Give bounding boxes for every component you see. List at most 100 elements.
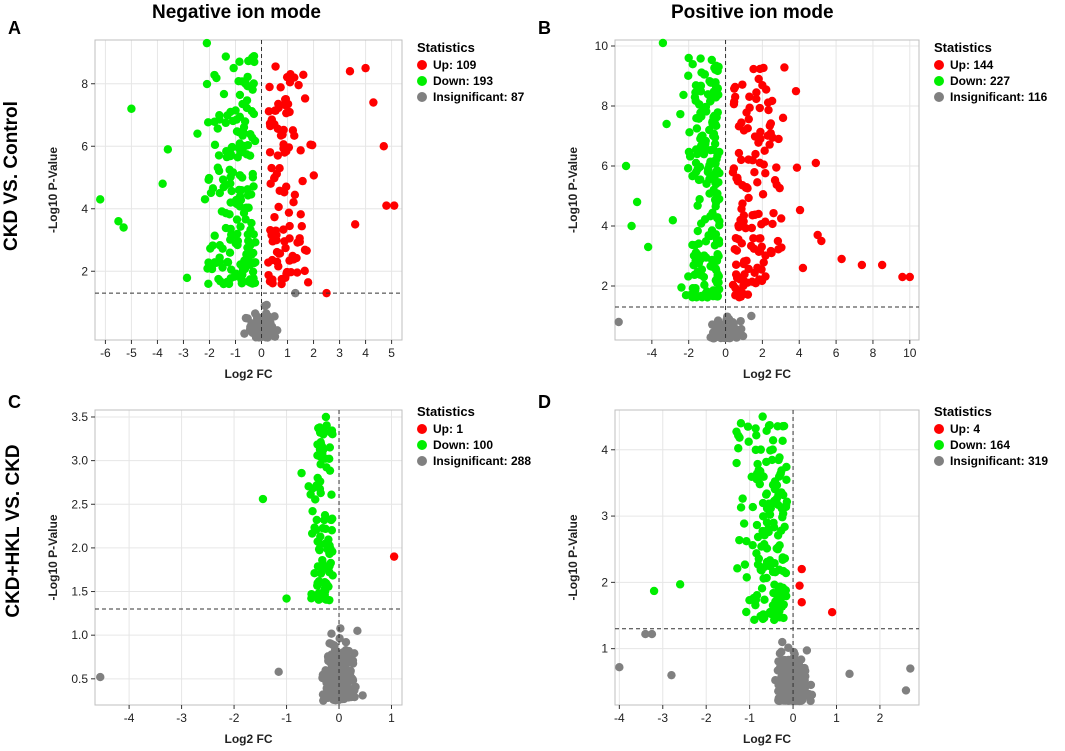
point-up — [369, 98, 378, 107]
point-down — [229, 63, 238, 73]
point-insignificant — [249, 327, 258, 336]
point-down — [765, 420, 774, 430]
point-down — [210, 231, 219, 240]
point-down — [221, 209, 231, 218]
point-down — [684, 71, 693, 80]
point-down — [310, 523, 319, 532]
point-up — [837, 254, 846, 264]
point-down — [700, 280, 709, 290]
point-down — [752, 591, 762, 600]
point-down — [325, 595, 334, 605]
point-down — [708, 262, 717, 271]
x-tick-label: 4 — [362, 346, 369, 360]
y-axis-label: -Log10 P-Value — [566, 147, 580, 233]
point-insignificant — [327, 629, 336, 638]
point-down — [214, 151, 224, 160]
point-down — [712, 213, 722, 223]
point-insignificant — [273, 326, 282, 335]
point-up — [761, 169, 770, 178]
point-up — [766, 129, 775, 138]
point-down — [706, 212, 715, 221]
point-down — [686, 152, 695, 161]
point-up — [729, 164, 739, 173]
point-down — [753, 532, 763, 542]
y-tick-label: 2.0 — [71, 541, 88, 555]
y-tick-label: 6 — [81, 139, 88, 153]
point-up — [776, 214, 786, 223]
point-up — [744, 193, 753, 203]
point-up — [265, 277, 275, 286]
point-up — [729, 97, 739, 106]
y-tick-label: 3 — [601, 509, 608, 523]
x-tick-label: -2 — [701, 711, 712, 725]
point-down — [762, 544, 772, 553]
point-up — [751, 149, 760, 159]
point-down — [696, 134, 705, 143]
point-down — [758, 412, 767, 421]
point-up — [289, 197, 298, 207]
point-down — [760, 531, 769, 540]
legend-d: Statistics Up: 4 Down: 164 Insignificant… — [934, 404, 1048, 469]
point-down — [701, 144, 710, 154]
point-up — [757, 265, 766, 274]
point-down — [774, 601, 783, 610]
point-up — [754, 74, 763, 84]
point-insignificant — [794, 691, 803, 701]
point-down — [219, 89, 229, 99]
plot-border — [614, 409, 920, 706]
point-down — [715, 147, 724, 157]
point-down — [328, 547, 337, 556]
point-up — [294, 80, 303, 90]
point-down — [777, 504, 786, 513]
point-up — [765, 140, 774, 149]
point-up — [757, 242, 766, 251]
point-down — [119, 223, 128, 232]
y-tick-label: 2 — [601, 575, 608, 589]
point-down — [782, 497, 792, 506]
point-down — [163, 145, 173, 154]
point-down — [232, 215, 242, 224]
point-up — [743, 278, 752, 287]
plot-border — [614, 39, 920, 341]
legend-c: Statistics Up: 1 Down: 100 Insignificant… — [417, 404, 531, 469]
point-down — [239, 123, 249, 132]
x-tick-label: 8 — [870, 346, 877, 360]
point-up — [285, 107, 294, 117]
point-down — [204, 279, 213, 289]
point-down — [689, 284, 698, 294]
point-down — [249, 248, 258, 258]
point-down — [742, 573, 751, 582]
point-up — [296, 210, 305, 219]
point-down — [325, 454, 334, 463]
point-down — [753, 459, 762, 469]
point-down — [776, 469, 785, 479]
point-insignificant — [784, 643, 793, 652]
point-down — [327, 526, 337, 535]
point-insignificant — [845, 669, 854, 679]
point-insignificant — [780, 655, 789, 665]
plot-border — [94, 409, 403, 706]
point-down — [207, 264, 217, 274]
point-up — [379, 142, 388, 151]
point-insignificant — [327, 656, 336, 666]
point-down — [213, 163, 223, 172]
point-down — [321, 524, 330, 534]
point-up — [272, 230, 281, 240]
point-down — [326, 558, 335, 568]
point-down — [236, 148, 245, 157]
point-up — [734, 148, 744, 158]
point-up — [780, 63, 789, 72]
legend-down-label: Down: 227 — [950, 74, 1011, 88]
point-down — [258, 494, 268, 504]
point-up — [738, 199, 747, 208]
point-insignificant — [718, 332, 727, 342]
point-down — [328, 514, 337, 523]
x-tick-label: -5 — [126, 346, 137, 360]
point-down — [693, 250, 702, 259]
point-insignificant — [274, 667, 283, 677]
point-down — [316, 488, 325, 498]
x-tick-label: 2 — [310, 346, 317, 360]
point-down — [738, 494, 747, 503]
point-up — [288, 126, 298, 135]
x-tick-label: -1 — [230, 346, 241, 360]
